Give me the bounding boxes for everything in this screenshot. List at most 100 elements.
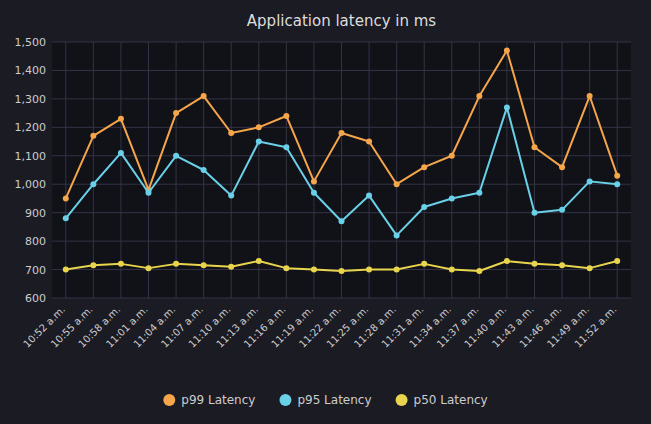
chart: Application latency in ms6007008009001,0… [0,0,651,424]
point [201,93,207,99]
x-axis: 10:52 a.m.10:55 a.m.10:58 a.m.11:01 a.m.… [21,304,619,350]
point [90,133,96,139]
grid-line [451,42,452,298]
grid-line [396,42,397,298]
point [339,218,345,224]
point [173,153,179,159]
point [421,164,427,170]
point [118,150,124,156]
point [532,210,538,216]
point [256,124,262,130]
legend-swatch [396,394,408,406]
point [587,178,593,184]
point [449,267,455,273]
point [118,261,124,267]
y-tick-label: 800 [25,235,46,248]
point [614,173,620,179]
point [283,113,289,119]
point [201,167,207,173]
point [504,104,510,110]
point [366,193,372,199]
point [63,195,69,201]
point [63,267,69,273]
point [532,261,538,267]
grid-line [313,42,314,298]
point [311,267,317,273]
point [228,264,234,270]
grid-line [231,42,232,298]
grid-line [589,42,590,298]
point [394,181,400,187]
point [559,207,565,213]
y-tick-label: 1,500 [15,36,47,49]
grid-line [341,42,342,298]
grid-line [479,42,480,298]
plot-area [52,42,631,298]
grid-line [65,42,66,298]
point [421,261,427,267]
point [146,265,152,271]
grid [52,42,631,298]
point [146,190,152,196]
point [532,144,538,150]
point [228,193,234,199]
point [587,265,593,271]
point [559,164,565,170]
line [66,107,617,235]
point [394,232,400,238]
point [504,258,510,264]
legend-label: p95 Latency [297,393,371,407]
grid-line [148,42,149,298]
point [173,261,179,267]
point [559,262,565,268]
point [311,178,317,184]
point [118,116,124,122]
point [476,190,482,196]
point [90,262,96,268]
legend-swatch [279,394,291,406]
point [614,258,620,264]
point [366,139,372,145]
y-tick-label: 1,100 [15,150,47,163]
grid-line [176,42,177,298]
y-tick-label: 1,200 [15,121,47,134]
background [0,0,651,424]
point [366,267,372,273]
grid-line [534,42,535,298]
point [587,93,593,99]
y-tick-label: 900 [25,207,46,220]
point [339,268,345,274]
grid-line [120,42,121,298]
point [256,258,262,264]
point [283,144,289,150]
point [449,195,455,201]
grid-line [369,42,370,298]
legend-label: p50 Latency [414,393,488,407]
point [504,48,510,54]
point [228,130,234,136]
legend: p99 Latency p95 Latency p50 Latency [163,393,487,407]
grid-line [286,42,287,298]
point [476,93,482,99]
point [311,190,317,196]
y-tick-label: 1,400 [15,64,47,77]
point [63,215,69,221]
legend-swatch [163,394,175,406]
y-tick-label: 1,300 [15,93,47,106]
point [201,262,207,268]
point [339,130,345,136]
point [173,110,179,116]
point [283,265,289,271]
x-tick-label: 11:52 a.m. [573,304,619,350]
point [394,267,400,273]
point [421,204,427,210]
y-tick-label: 1,000 [15,178,47,191]
legend-label: p99 Latency [181,393,255,407]
y-tick-label: 600 [25,292,46,305]
point [256,139,262,145]
series-group [63,48,620,274]
grid-line [93,42,94,298]
title: Application latency in ms [247,12,437,30]
point [476,268,482,274]
y-axis: 6007008009001,0001,1001,2001,3001,4001,5… [15,36,47,305]
